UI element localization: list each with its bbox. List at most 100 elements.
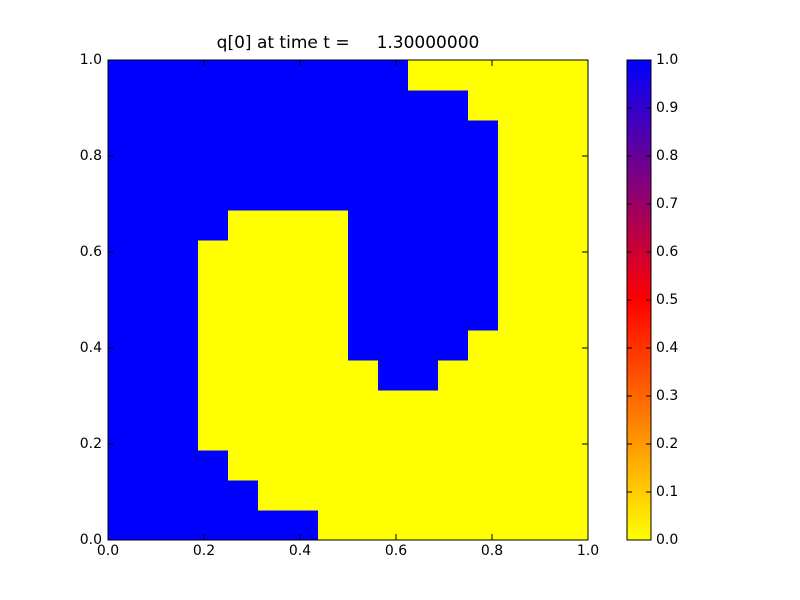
heatmap-cell xyxy=(348,510,379,541)
heatmap-cell xyxy=(288,150,319,181)
heatmap-cell xyxy=(318,180,349,211)
heatmap-cell xyxy=(288,240,319,271)
heatmap-cell xyxy=(558,270,589,301)
heatmap-cell xyxy=(228,450,259,481)
heatmap-cell xyxy=(168,90,199,121)
heatmap-cell xyxy=(198,420,229,451)
heatmap-cell xyxy=(168,270,199,301)
heatmap-cell xyxy=(378,120,409,151)
colorbar-tick-label: 0.8 xyxy=(656,148,678,164)
chart-title: q[0] at time t = 1.30000000 xyxy=(217,33,480,53)
heatmap-cell xyxy=(438,60,469,91)
heatmap-cell xyxy=(558,90,589,121)
heatmap-cell xyxy=(258,330,289,361)
heatmap-cell xyxy=(288,180,319,211)
heatmap-cell xyxy=(138,180,169,211)
heatmap-cell xyxy=(288,360,319,391)
heatmap-cell xyxy=(138,390,169,421)
heatmap-cell xyxy=(318,270,349,301)
heatmap-cell xyxy=(228,90,259,121)
heatmap-cell xyxy=(258,90,289,121)
heatmap-cell xyxy=(228,480,259,511)
colorbar-tick-label: 0.5 xyxy=(656,292,678,308)
heatmap-cell xyxy=(138,360,169,391)
heatmap-cell xyxy=(528,480,559,511)
heatmap-cell xyxy=(378,330,409,361)
heatmap-cell xyxy=(408,300,439,331)
y-tick-label: 0.0 xyxy=(80,532,102,548)
heatmap-cell xyxy=(228,150,259,181)
heatmap-cell xyxy=(528,510,559,541)
heatmap-cell xyxy=(318,240,349,271)
colorbar-tick-label: 0.9 xyxy=(656,100,678,116)
heatmap-cell xyxy=(498,510,529,541)
heatmap-cell xyxy=(228,360,259,391)
heatmap-cell xyxy=(378,240,409,271)
heatmap-cell xyxy=(108,510,139,541)
heatmap-cell xyxy=(288,420,319,451)
heatmap-cell xyxy=(438,120,469,151)
heatmap-cell xyxy=(558,330,589,361)
heatmap-cell xyxy=(438,180,469,211)
heatmap-cell xyxy=(378,210,409,241)
heatmap-cell xyxy=(528,450,559,481)
heatmap-cell xyxy=(378,300,409,331)
heatmap-cell xyxy=(198,150,229,181)
heatmap-cell xyxy=(498,420,529,451)
heatmap-cell xyxy=(318,90,349,121)
heatmap-cell xyxy=(558,150,589,181)
heatmap-cell xyxy=(288,450,319,481)
heatmap-cell xyxy=(468,390,499,421)
heatmap-cell xyxy=(348,330,379,361)
heatmap-cell xyxy=(528,360,559,391)
heatmap-cell xyxy=(138,210,169,241)
heatmap-cell xyxy=(318,60,349,91)
heatmap-cell xyxy=(228,120,259,151)
heatmap-cell xyxy=(468,480,499,511)
heatmap-cell xyxy=(258,240,289,271)
heatmap-cell xyxy=(378,480,409,511)
heatmap-cell xyxy=(318,360,349,391)
heatmap-cell xyxy=(198,330,229,361)
heatmap-cell xyxy=(228,210,259,241)
heatmap-cell xyxy=(558,240,589,271)
heatmap-cell xyxy=(288,330,319,361)
heatmap-cell xyxy=(258,120,289,151)
heatmap-cell xyxy=(438,360,469,391)
heatmap-cell xyxy=(438,90,469,121)
heatmap-cell xyxy=(558,450,589,481)
heatmap-cell xyxy=(498,330,529,361)
heatmap-cell xyxy=(468,90,499,121)
heatmap-cell xyxy=(168,510,199,541)
x-tick-label: 0.4 xyxy=(289,543,311,559)
heatmap-cell xyxy=(438,270,469,301)
heatmap-cell xyxy=(258,420,289,451)
heatmap-cell xyxy=(168,420,199,451)
colorbar-tick-label: 1.0 xyxy=(656,52,678,68)
heatmap-cell xyxy=(408,360,439,391)
heatmap-cell xyxy=(228,330,259,361)
heatmap-cell xyxy=(198,480,229,511)
heatmap-cell xyxy=(528,90,559,121)
heatmap-cell xyxy=(138,60,169,91)
heatmap-cell xyxy=(348,60,379,91)
heatmap-cell xyxy=(348,210,379,241)
heatmap-cell xyxy=(498,270,529,301)
heatmap-cell xyxy=(108,210,139,241)
heatmap-cell xyxy=(108,390,139,421)
heatmap-cell xyxy=(438,210,469,241)
heatmap-cell xyxy=(108,270,139,301)
heatmap-cell xyxy=(198,300,229,331)
heatmap-cell xyxy=(468,180,499,211)
x-tick-label: 1.0 xyxy=(577,543,599,559)
heatmap-cell xyxy=(528,210,559,241)
heatmap-cell xyxy=(498,480,529,511)
heatmap-cell xyxy=(198,360,229,391)
heatmap-cell xyxy=(138,150,169,181)
heatmap-cell xyxy=(198,240,229,271)
heatmap-cell xyxy=(498,390,529,421)
heatmap-cell xyxy=(318,390,349,421)
heatmap-cell xyxy=(108,480,139,511)
heatmap-cell xyxy=(528,120,559,151)
heatmap-cell xyxy=(168,210,199,241)
